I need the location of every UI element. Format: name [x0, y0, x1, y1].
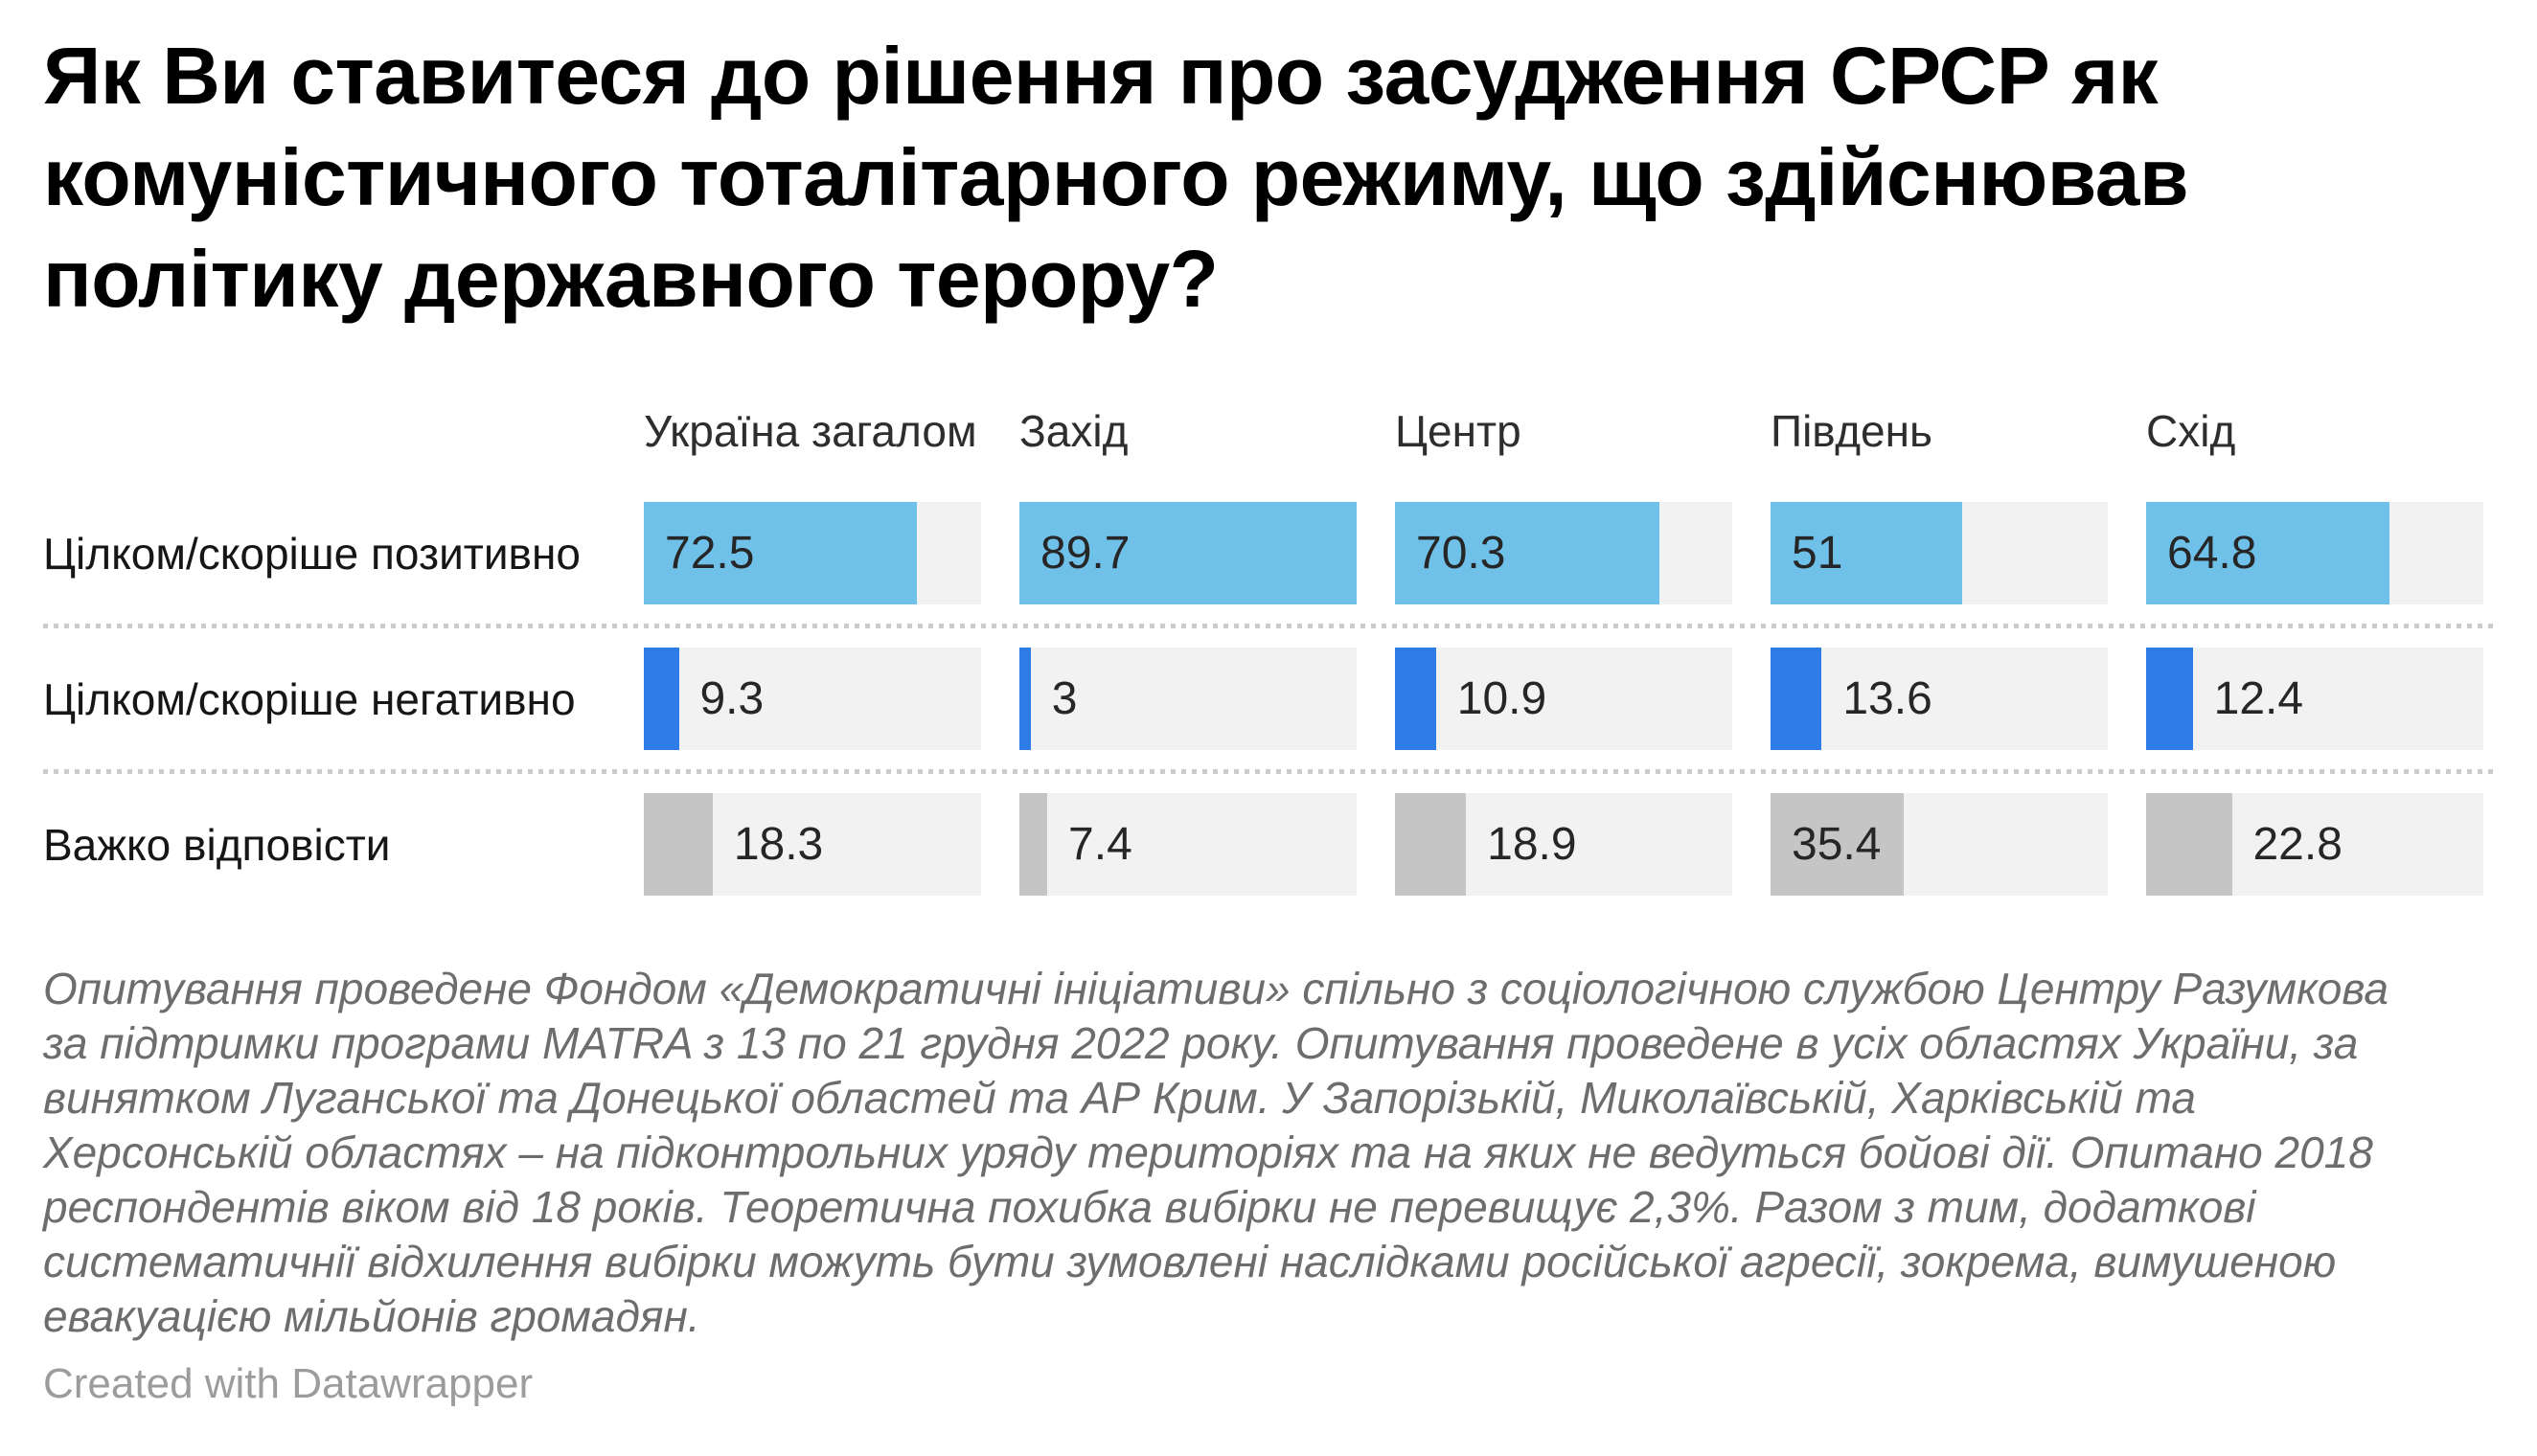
bar-track: 18.9	[1395, 793, 1732, 896]
column-header: Центр	[1395, 406, 1521, 456]
row-label: Важко відповісти	[43, 819, 391, 870]
notes-line: систематичнії відхилення вибірки можуть …	[43, 1237, 2337, 1286]
bar-value: 18.9	[1487, 819, 1577, 870]
bar-value: 12.4	[2213, 673, 2304, 724]
bar-value: 7.4	[1068, 819, 1132, 870]
bar-fill	[644, 793, 713, 896]
column-header: Україна загалом	[644, 406, 977, 456]
notes-line: евакуацією мільйонів громадян.	[43, 1291, 700, 1341]
bar-track: 18.3	[644, 793, 981, 896]
bar-track: 35.4	[1771, 793, 2108, 896]
bar-track: 70.3	[1395, 502, 1732, 604]
bar-fill	[1395, 502, 1659, 604]
bar-fill	[1395, 648, 1436, 750]
notes-line: за підтримки програми MATRA з 13 по 21 г…	[43, 1018, 2359, 1068]
row-separator	[43, 769, 2494, 774]
notes-line: винятком Луганської та Донецької областе…	[43, 1073, 2196, 1123]
column-header: Схід	[2146, 406, 2236, 456]
bar-track: 72.5	[644, 502, 981, 604]
bar-fill	[2146, 793, 2232, 896]
row-label: Цілком/скоріше негативно	[43, 673, 576, 724]
bar-value: 9.3	[699, 673, 765, 724]
bar-fill	[1771, 793, 1904, 896]
bar-fill	[1771, 502, 1963, 604]
notes-line: Опитування проведене Фондом «Демократичн…	[43, 964, 2388, 1013]
bar-fill	[1395, 793, 1467, 896]
bar-track: 9.3	[644, 648, 981, 750]
row-label: Цілком/скоріше позитивно	[43, 528, 581, 579]
chart-notes: Опитування проведене Фондом «Демократичн…	[43, 962, 2515, 1344]
bar-value: 35.4	[1792, 819, 1882, 870]
bar-value: 72.5	[665, 528, 755, 579]
bar-value: 89.7	[1040, 528, 1131, 579]
bar-fill	[1019, 502, 1357, 604]
bar-track: 64.8	[2146, 502, 2483, 604]
bar-track: 51	[1771, 502, 2108, 604]
column-header: Захід	[1019, 406, 1129, 456]
bar-value: 3	[1051, 673, 1078, 724]
column-header: Південь	[1771, 406, 1932, 456]
bar-fill	[1771, 648, 1822, 750]
bar-fill	[644, 502, 917, 604]
bar-value: 18.3	[733, 819, 824, 870]
bar-track: 3	[1019, 648, 1357, 750]
row-separator	[43, 624, 2494, 628]
bar-value: 22.8	[2252, 819, 2343, 870]
bar-track: 12.4	[2146, 648, 2483, 750]
bar-fill	[1019, 793, 1047, 896]
bar-track: 89.7	[1019, 502, 1357, 604]
bar-value: 10.9	[1456, 673, 1547, 724]
datawrapper-attribution: Created with Datawrapper	[43, 1360, 534, 1407]
bar-fill	[2146, 502, 2390, 604]
bar-fill	[1019, 648, 1031, 750]
bar-value: 13.6	[1842, 673, 1932, 724]
bar-value: 70.3	[1416, 528, 1506, 579]
chart-title: Як Ви ставитеся до рішення про засудженн…	[43, 31, 2189, 324]
bar-track: 22.8	[2146, 793, 2483, 896]
bar-fill	[2146, 648, 2193, 750]
bar-value: 64.8	[2167, 528, 2257, 579]
bar-value: 51	[1792, 528, 1843, 579]
bar-track: 10.9	[1395, 648, 1732, 750]
notes-line: респондентів віком від 18 років. Теорети…	[43, 1182, 2256, 1232]
notes-line: Херсонській областях – на підконтрольних…	[43, 1127, 2373, 1177]
bar-fill	[644, 648, 679, 750]
bar-track: 13.6	[1771, 648, 2108, 750]
bar-track: 7.4	[1019, 793, 1357, 896]
